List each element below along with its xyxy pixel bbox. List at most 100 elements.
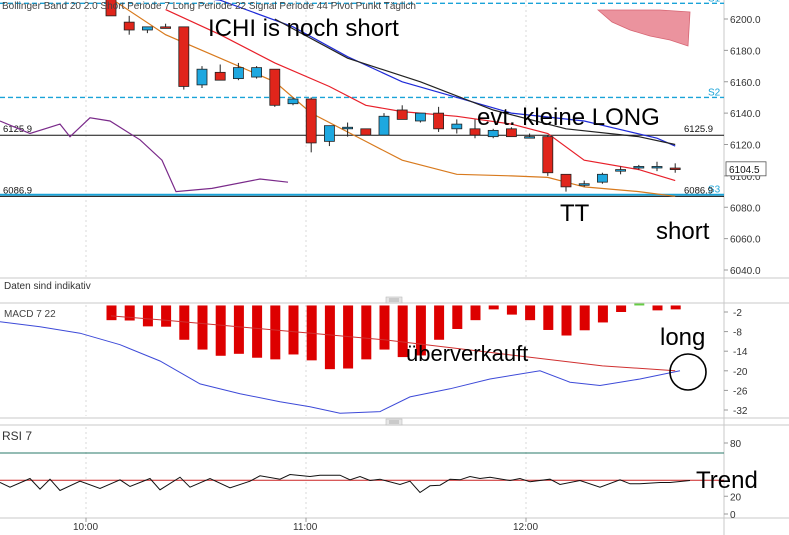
candle-0	[105, 0, 117, 17]
price-tick-label-6: 6080.0	[730, 203, 761, 214]
macd-bar-24	[543, 305, 554, 330]
candle-19	[451, 119, 463, 134]
price-tick-label-1: 6180.0	[730, 46, 761, 57]
candle-body-3	[160, 26, 172, 29]
macd-bar-6	[215, 305, 226, 356]
candle-body-17	[414, 112, 426, 122]
macd-bar-31	[670, 305, 681, 310]
current-price-label: 6104.5	[729, 165, 760, 176]
current-price-box	[725, 161, 767, 177]
candle-body-24	[542, 136, 554, 174]
candle-10	[287, 97, 299, 106]
candle-body-26	[578, 183, 590, 186]
candle-30	[651, 161, 663, 172]
data-notice: Daten sind indikativ	[4, 281, 91, 292]
annotation-ichi: ICHI is noch short	[208, 15, 399, 42]
candle-27	[597, 172, 608, 184]
bb-upper-line	[213, 0, 676, 147]
macd-bar-19	[452, 305, 463, 329]
candle-6	[214, 64, 226, 81]
macd-bar-10	[288, 305, 299, 355]
candle-5	[196, 66, 208, 89]
annotation-tt: TT	[560, 200, 590, 227]
macd-tick-label-5: -32	[733, 406, 748, 417]
macd-panel: -2 -8 -14 -20 -26 -32	[0, 303, 748, 417]
candle-body-1	[123, 21, 135, 31]
candle-body-13	[342, 126, 354, 130]
rsi-tick-label-2: 0	[730, 510, 736, 521]
macd-bar-21	[488, 305, 499, 310]
candle-body-18	[433, 112, 445, 130]
macd-bar-30	[652, 305, 663, 311]
macd-bar-14	[361, 305, 372, 360]
price-tick-label-4: 6120.0	[730, 141, 761, 152]
candle-body-5	[196, 68, 208, 86]
macd-signal-line	[110, 315, 676, 372]
rsi-tick-label-1: 20	[730, 492, 742, 503]
hline-label-left-0: 6125.9	[3, 124, 32, 135]
time-tick-label-0: 10:00	[73, 522, 98, 533]
macd-bar-5	[197, 305, 208, 350]
candle-29	[633, 164, 645, 170]
candle-31	[669, 163, 681, 173]
macd-bar-29	[634, 303, 645, 306]
candle-body-11	[305, 98, 317, 144]
annotation-trend: Trend	[696, 467, 758, 494]
annotation-short: short	[656, 218, 710, 245]
candle-body-23	[524, 136, 535, 139]
pivot-label-s3: S3	[708, 185, 721, 196]
macd-title: MACD 7 22	[4, 309, 56, 320]
candle-body-25	[560, 173, 572, 188]
candle-body-2	[141, 26, 153, 31]
rsi-title: RSI 7	[2, 429, 33, 443]
macd-tick-label-2: -14	[733, 347, 748, 358]
bollinger-bands	[0, 0, 676, 197]
candle-body-16	[396, 109, 408, 120]
hline-label-right-0: 6125.9	[684, 124, 713, 135]
candle-body-30	[651, 166, 663, 169]
candle-body-4	[178, 26, 190, 87]
macd-bar-4	[179, 305, 190, 340]
indicator-header: Bollinger Band 20 2.0 Short Periode 7 Lo…	[2, 1, 416, 12]
candle-22	[505, 127, 517, 138]
candle-26	[578, 180, 590, 187]
candle-8	[251, 66, 263, 79]
rsi-tick-label-0: 80	[730, 439, 742, 450]
candlestick-series	[105, 0, 681, 192]
candle-body-12	[323, 125, 335, 142]
pivot-label-s1: S1	[708, 0, 721, 4]
trend-line-black	[274, 18, 676, 146]
time-tick-label-2: 12:00	[513, 522, 538, 533]
candle-body-14	[360, 128, 372, 136]
macd-bar-8	[252, 305, 263, 358]
macd-bar-15	[379, 305, 390, 350]
candle-body-9	[269, 68, 281, 106]
macd-splitter[interactable]	[385, 296, 403, 304]
time-grid	[85, 0, 527, 518]
annotation-ueberverkauft: überverkauft	[406, 341, 529, 366]
candle-body-10	[287, 98, 299, 105]
candle-23	[524, 133, 535, 139]
rsi-line	[0, 473, 691, 494]
macd-bar-20	[470, 305, 481, 321]
macd-bar-16	[397, 305, 408, 358]
candle-13	[342, 122, 354, 137]
candle-1	[123, 15, 135, 35]
purple-line	[0, 117, 289, 193]
macd-bar-3	[161, 305, 172, 327]
macd-bar-22	[506, 305, 517, 315]
macd-bar-0	[106, 305, 117, 321]
macd-bar-17	[415, 305, 426, 356]
bb-lower-line	[112, 0, 676, 197]
candle-body-20	[469, 128, 481, 136]
candle-7	[232, 62, 244, 81]
candle-body-6	[214, 71, 226, 81]
rsi-splitter[interactable]	[385, 418, 403, 426]
price-tick-label-5: 6100.0	[730, 172, 761, 183]
price-tick-label-3: 6140.0	[730, 109, 761, 120]
macd-bar-27	[597, 305, 608, 323]
candle-body-27	[597, 173, 608, 183]
price-axis: 6200.0 6180.0 6160.0 6140.0 6120.0 6100.0 6080…	[724, 15, 767, 277]
candle-18	[433, 106, 445, 132]
candle-body-31	[669, 167, 681, 171]
